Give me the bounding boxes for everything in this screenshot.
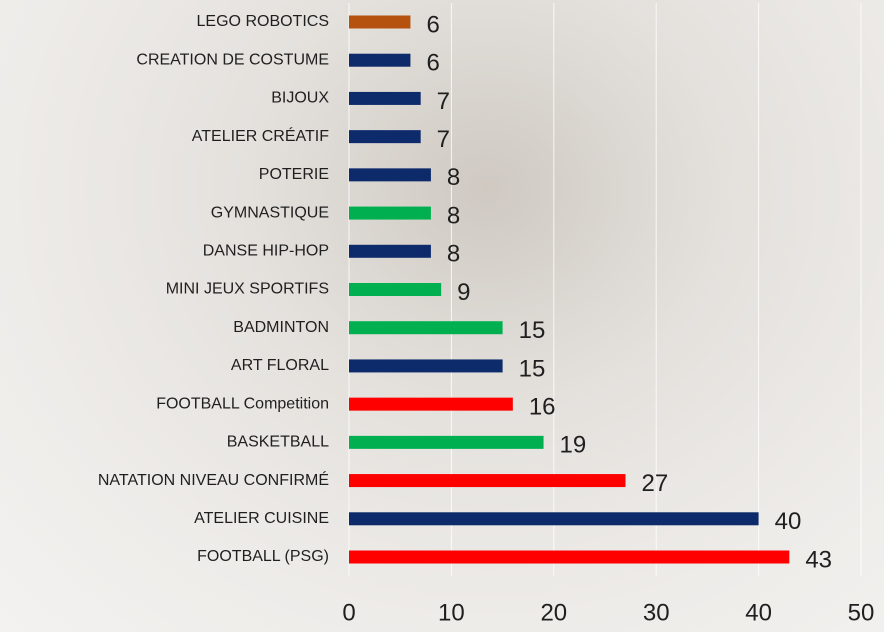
bar [349,359,503,373]
data-label: 19 [560,432,587,459]
data-label: 16 [529,393,556,420]
y-tick-label: POTERIE [259,166,329,183]
y-tick-label: ART FLORAL [231,357,329,374]
y-tick-label: FOOTBALL (PSG) [197,548,329,565]
data-label: 9 [457,279,470,306]
bar [349,53,411,67]
y-tick-label: ATELIER CRÉATIF [192,126,329,145]
bar [349,512,759,526]
y-tick-label: FOOTBALL Competition [156,395,329,412]
data-label: 6 [426,50,439,77]
x-tick-label: 40 [745,599,772,626]
y-tick-label: BASKETBALL [227,434,329,451]
bar [349,283,442,296]
y-tick-label: CREATION DE COSTUME [136,51,329,68]
data-label: 43 [805,546,832,573]
bar [349,130,421,144]
bar [349,321,503,335]
y-tick-label: ATELIER CUISINE [194,510,329,527]
data-label: 8 [447,164,460,191]
data-label: 15 [519,317,546,344]
y-tick-label: GYMNASTIQUE [211,204,329,221]
bar [349,91,421,105]
x-tick-label: 50 [848,599,875,626]
bar [349,206,431,220]
data-label: 15 [519,355,546,382]
data-label: 7 [437,88,450,115]
bar [349,435,544,449]
x-tick-label: 20 [540,599,567,626]
data-label: 27 [641,470,668,497]
y-tick-label: BADMINTON [233,319,329,336]
bar [349,244,431,258]
data-label: 40 [775,508,802,535]
y-tick-label: BIJOUX [271,90,329,107]
data-label: 8 [447,241,460,268]
x-tick-label: 30 [643,599,670,626]
bar [349,397,513,411]
y-tick-label: NATATION NIVEAU CONFIRMÉ [98,470,329,489]
y-tick-label: DANSE HIP-HOP [203,243,329,260]
data-label: 6 [426,11,439,38]
data-label: 7 [437,126,450,153]
bar [349,168,431,182]
bar [349,15,411,29]
y-tick-label: MINI JEUX SPORTIFS [166,281,329,298]
bar [349,474,626,488]
x-tick-label: 0 [342,599,355,626]
bar [349,550,790,564]
x-tick-label: 10 [438,599,465,626]
data-label: 8 [447,202,460,229]
y-tick-label: LEGO ROBOTICS [197,13,329,30]
